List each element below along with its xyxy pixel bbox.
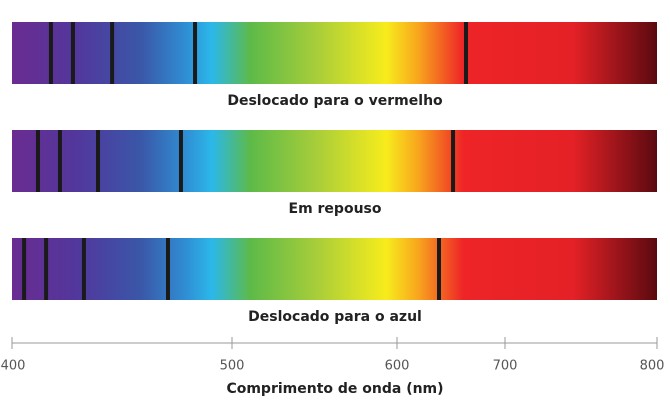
absorption-line: [96, 130, 101, 192]
tick-label: 800: [640, 359, 665, 374]
tick-label: 600: [385, 359, 410, 374]
spectrum-label: Em repouso: [289, 201, 382, 217]
tick-label: 700: [493, 359, 518, 374]
absorption-line: [165, 238, 170, 300]
spectrum-label: Deslocado para o vermelho: [227, 93, 443, 109]
tick-label: 500: [220, 359, 245, 374]
absorption-line: [70, 22, 75, 84]
absorption-line: [464, 22, 469, 84]
absorption-line: [178, 130, 183, 192]
absorption-line: [451, 130, 456, 192]
tick-label: 400: [1, 359, 26, 374]
absorption-line: [44, 238, 49, 300]
spectrum-bar: [12, 238, 657, 300]
spectrum-bar: [12, 130, 657, 192]
spectrum-label: Deslocado para o azul: [248, 309, 422, 325]
absorption-line: [110, 22, 115, 84]
absorption-line: [48, 22, 53, 84]
spectrum-bar: [12, 22, 657, 84]
absorption-line: [35, 130, 40, 192]
absorption-line: [57, 130, 62, 192]
absorption-line: [437, 238, 442, 300]
absorption-line: [81, 238, 86, 300]
axis-title: Comprimento de onda (nm): [226, 381, 443, 397]
absorption-line: [22, 238, 27, 300]
absorption-line: [193, 22, 198, 84]
